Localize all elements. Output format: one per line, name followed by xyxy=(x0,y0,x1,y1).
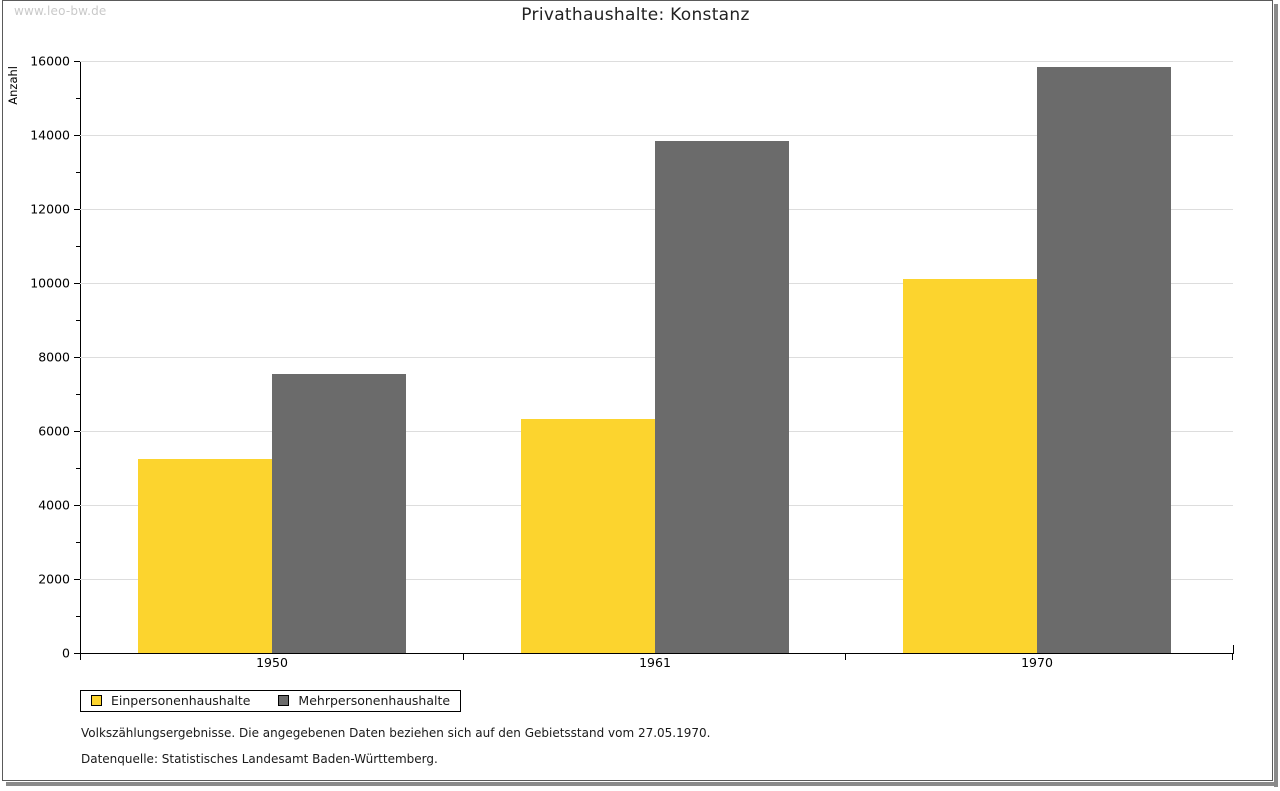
chart-legend: Einpersonenhaushalte Mehrpersonenhaushal… xyxy=(80,690,462,712)
y-tick-label: 6000 xyxy=(38,423,70,439)
legend-swatch-einpersonenhaushalte xyxy=(91,695,102,706)
bar-1950-einpersonenhaushalte[interactable] xyxy=(138,459,272,653)
y-tick-major xyxy=(74,209,80,210)
footnote-datasource: Datenquelle: Statistisches Landesamt Bad… xyxy=(81,752,438,766)
bar-1970-einpersonenhaushalte[interactable] xyxy=(903,279,1037,653)
y-tick-label: 4000 xyxy=(38,497,70,513)
y-tick-minor xyxy=(76,172,80,173)
y-tick-major xyxy=(74,61,80,62)
x-tick-label: 1970 xyxy=(1021,655,1053,670)
bar-1961-mehrpersonenhaushalte[interactable] xyxy=(655,140,789,653)
x-tick-label: 1961 xyxy=(639,655,671,670)
bar-1950-mehrpersonenhaushalte[interactable] xyxy=(272,373,406,653)
x-tick-label: 1950 xyxy=(256,655,288,670)
legend-item[interactable]: Einpersonenhaushalte xyxy=(91,693,250,708)
footnote-methodology: Volkszählungsergebnisse. Die angegebenen… xyxy=(81,726,711,740)
bar-1970-mehrpersonenhaushalte[interactable] xyxy=(1037,67,1171,653)
bar-1961-einpersonenhaushalte[interactable] xyxy=(521,418,655,653)
y-tick-minor xyxy=(76,468,80,469)
y-tick-label: 10000 xyxy=(30,275,70,291)
y-tick-minor xyxy=(76,542,80,543)
y-tick-label: 14000 xyxy=(30,127,70,143)
y-tick-minor xyxy=(76,98,80,99)
y-tick-major xyxy=(74,135,80,136)
legend-item[interactable]: Mehrpersonenhaushalte xyxy=(278,693,450,708)
y-tick-label: 16000 xyxy=(30,53,70,69)
y-tick-label: 0 xyxy=(62,645,70,661)
y-tick-minor xyxy=(76,320,80,321)
x-tick xyxy=(845,653,846,660)
plot-area: 0 2000 4000 6000 8000 10000 12000 14000 16000 xyxy=(30,54,1233,661)
gridline xyxy=(80,61,1233,62)
y-tick-major xyxy=(74,505,80,506)
frame-shadow-bottom xyxy=(6,782,1278,786)
y-tick-minor xyxy=(76,616,80,617)
frame-shadow-right xyxy=(1274,4,1278,787)
y-tick-label: 12000 xyxy=(30,201,70,217)
y-tick-major xyxy=(74,431,80,432)
legend-label: Einpersonenhaushalte xyxy=(111,693,251,708)
legend-label: Mehrpersonenhaushalte xyxy=(298,693,451,708)
gridline xyxy=(80,135,1233,136)
y-tick-major xyxy=(74,579,80,580)
y-tick-major xyxy=(74,653,80,654)
x-tick xyxy=(463,653,464,660)
y-tick-minor xyxy=(76,394,80,395)
y-tick-label: 2000 xyxy=(38,571,70,587)
y-tick-label: 8000 xyxy=(38,349,70,365)
y-axis-title: Anzahl xyxy=(6,66,20,105)
x-axis-end-tick xyxy=(1233,645,1234,654)
y-tick-major xyxy=(74,357,80,358)
y-tick-minor xyxy=(76,246,80,247)
watermark: www.leo-bw.de xyxy=(14,4,107,18)
legend-swatch-mehrpersonenhaushalte xyxy=(278,695,290,706)
x-axis-line xyxy=(80,653,1234,654)
y-tick-major xyxy=(74,283,80,284)
x-tick xyxy=(80,653,81,660)
chart-title: Privathaushalte: Konstanz xyxy=(521,5,750,25)
x-tick xyxy=(1232,653,1233,660)
